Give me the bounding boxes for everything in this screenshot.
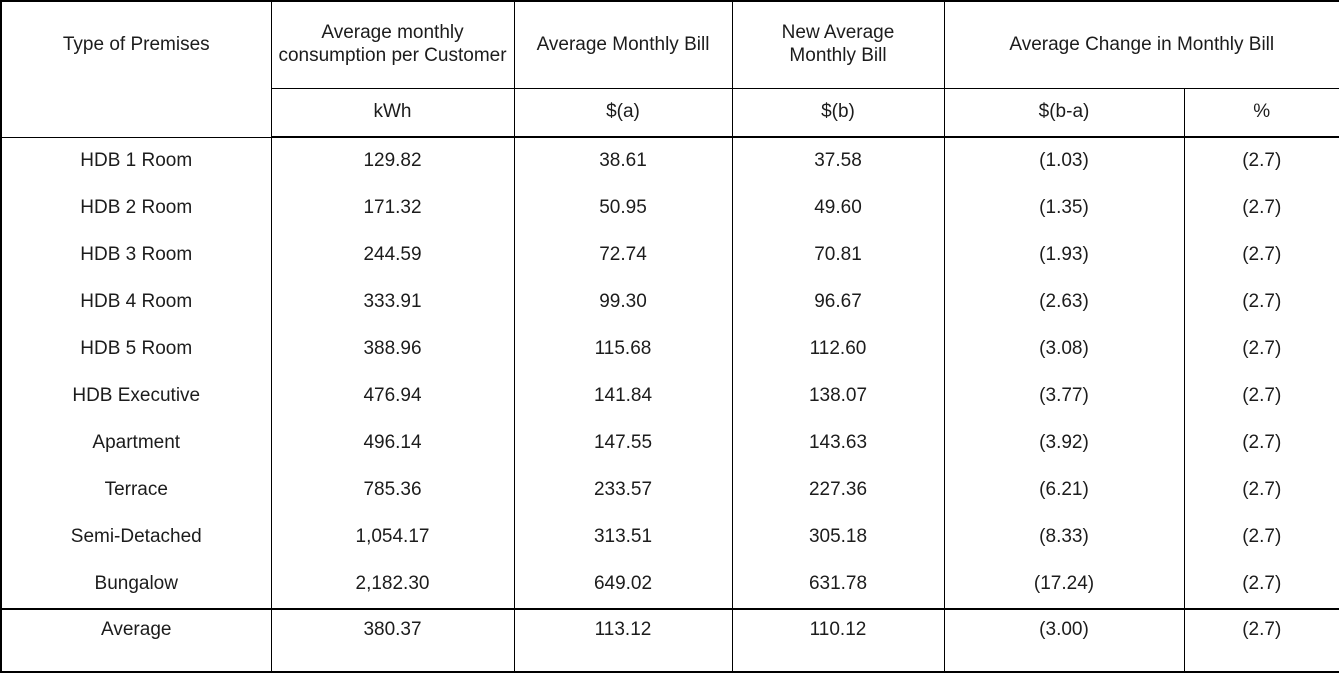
change-pct-cell: (2.7) [1183, 420, 1339, 467]
new-avg-bill-cell: 138.07 [731, 373, 945, 420]
unit-header-percent: % [1183, 88, 1339, 138]
kwh-cell: 2,182.30 [270, 561, 515, 609]
avg-bill-cell: 50.95 [513, 185, 733, 232]
table-row: Apartment 496.14 147.55 143.63 (3.92) (2… [0, 420, 1339, 467]
avg-bill-cell: 147.55 [513, 420, 733, 467]
col-header-premises: Type of Premises [0, 1, 272, 138]
kwh-cell: 785.36 [270, 467, 515, 514]
new-avg-bill-cell: 110.12 [731, 608, 945, 672]
avg-bill-cell: 115.68 [513, 326, 733, 373]
change-dollar-cell: (1.93) [943, 232, 1185, 279]
avg-bill-cell: 141.84 [513, 373, 733, 420]
kwh-cell: 129.82 [270, 137, 515, 185]
new-avg-bill-cell: 70.81 [731, 232, 945, 279]
table-row: HDB 3 Room 244.59 72.74 70.81 (1.93) (2.… [0, 232, 1339, 279]
change-dollar-cell: (3.77) [943, 373, 1185, 420]
premises-cell: Average [0, 608, 272, 672]
col-header-consumption: Average monthly consumption per Customer [270, 1, 515, 89]
unit-header-dollar-b: $(b) [731, 88, 945, 138]
premises-cell: Terrace [0, 467, 272, 514]
table-row: HDB 5 Room 388.96 115.68 112.60 (3.08) (… [0, 326, 1339, 373]
new-avg-bill-cell: 631.78 [731, 561, 945, 609]
avg-bill-cell: 99.30 [513, 279, 733, 326]
change-pct-cell: (2.7) [1183, 561, 1339, 609]
change-dollar-cell: (2.63) [943, 279, 1185, 326]
table-row: Semi-Detached 1,054.17 313.51 305.18 (8.… [0, 514, 1339, 561]
unit-header-dollar-b-minus-a: $(b-a) [943, 88, 1185, 138]
premises-cell: HDB 4 Room [0, 279, 272, 326]
change-dollar-cell: (6.21) [943, 467, 1185, 514]
col-header-avg-change: Average Change in Monthly Bill [943, 1, 1339, 89]
change-pct-cell: (2.7) [1183, 279, 1339, 326]
kwh-cell: 1,054.17 [270, 514, 515, 561]
change-dollar-cell: (8.33) [943, 514, 1185, 561]
new-avg-bill-cell: 227.36 [731, 467, 945, 514]
premises-cell: HDB 3 Room [0, 232, 272, 279]
table-row: HDB Executive 476.94 141.84 138.07 (3.77… [0, 373, 1339, 420]
col-header-new-avg-bill-label: New Average Monthly Bill [781, 22, 895, 66]
avg-bill-cell: 233.57 [513, 467, 733, 514]
premises-cell: Bungalow [0, 561, 272, 609]
change-pct-cell: (2.7) [1183, 373, 1339, 420]
unit-header-kwh: kWh [270, 88, 515, 138]
table-row: HDB 1 Room 129.82 38.61 37.58 (1.03) (2.… [0, 137, 1339, 185]
change-dollar-cell: (1.35) [943, 185, 1185, 232]
table-row: Terrace 785.36 233.57 227.36 (6.21) (2.7… [0, 467, 1339, 514]
table-row: HDB 4 Room 333.91 99.30 96.67 (2.63) (2.… [0, 279, 1339, 326]
kwh-cell: 476.94 [270, 373, 515, 420]
kwh-cell: 244.59 [270, 232, 515, 279]
new-avg-bill-cell: 305.18 [731, 514, 945, 561]
change-dollar-cell: (3.00) [943, 608, 1185, 672]
col-header-consumption-label: Average monthly consumption per Customer [278, 22, 507, 66]
col-header-avg-bill: Average Monthly Bill [513, 1, 733, 89]
premises-cell: Apartment [0, 420, 272, 467]
average-row: Average 380.37 113.12 110.12 (3.00) (2.7… [0, 608, 1339, 672]
change-dollar-cell: (3.08) [943, 326, 1185, 373]
kwh-cell: 388.96 [270, 326, 515, 373]
premises-cell: HDB 5 Room [0, 326, 272, 373]
header-row-main: Type of Premises Average monthly consump… [0, 1, 1339, 138]
premises-cell: HDB 1 Room [0, 137, 272, 185]
new-avg-bill-cell: 96.67 [731, 279, 945, 326]
col-header-new-avg-bill: New Average Monthly Bill [731, 1, 945, 89]
change-pct-cell: (2.7) [1183, 185, 1339, 232]
change-dollar-cell: (1.03) [943, 137, 1185, 185]
kwh-cell: 496.14 [270, 420, 515, 467]
new-avg-bill-cell: 112.60 [731, 326, 945, 373]
table-row: Bungalow 2,182.30 649.02 631.78 (17.24) … [0, 561, 1339, 609]
change-pct-cell: (2.7) [1183, 467, 1339, 514]
change-dollar-cell: (3.92) [943, 420, 1185, 467]
new-avg-bill-cell: 143.63 [731, 420, 945, 467]
new-avg-bill-cell: 37.58 [731, 137, 945, 185]
avg-bill-cell: 313.51 [513, 514, 733, 561]
kwh-cell: 171.32 [270, 185, 515, 232]
premises-cell: HDB 2 Room [0, 185, 272, 232]
avg-bill-cell: 38.61 [513, 137, 733, 185]
avg-bill-cell: 113.12 [513, 608, 733, 672]
change-pct-cell: (2.7) [1183, 514, 1339, 561]
change-pct-cell: (2.7) [1183, 608, 1339, 672]
change-pct-cell: (2.7) [1183, 232, 1339, 279]
change-pct-cell: (2.7) [1183, 326, 1339, 373]
avg-bill-cell: 72.74 [513, 232, 733, 279]
header-row-units: kWh $(a) $(b) $(b-a) % [1, 88, 1339, 138]
premises-cell: Semi-Detached [0, 514, 272, 561]
new-avg-bill-cell: 49.60 [731, 185, 945, 232]
kwh-cell: 380.37 [270, 608, 515, 672]
kwh-cell: 333.91 [270, 279, 515, 326]
premises-cell: HDB Executive [0, 373, 272, 420]
unit-header-dollar-a: $(a) [513, 88, 733, 138]
change-pct-cell: (2.7) [1183, 137, 1339, 185]
change-dollar-cell: (17.24) [943, 561, 1185, 609]
avg-bill-cell: 649.02 [513, 561, 733, 609]
table-row: HDB 2 Room 171.32 50.95 49.60 (1.35) (2.… [0, 185, 1339, 232]
